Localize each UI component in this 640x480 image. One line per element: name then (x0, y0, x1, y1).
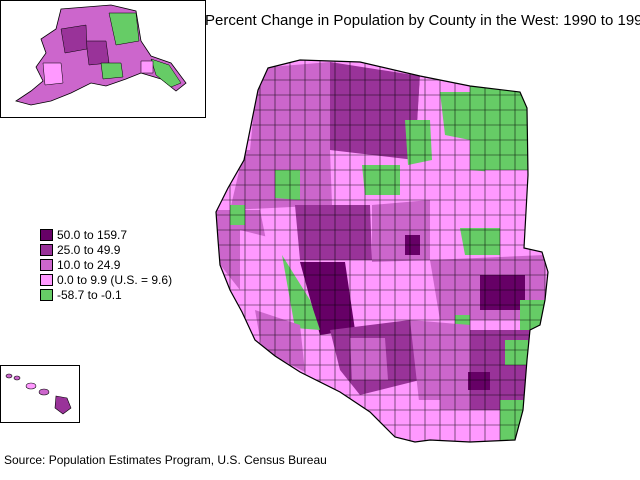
alaska-inset (0, 0, 206, 118)
legend-label: 25.0 to 49.9 (57, 243, 121, 257)
map-title: Percent Change in Population by County i… (205, 12, 640, 29)
legend-swatch (40, 244, 53, 256)
legend-label: -58.7 to -0.1 (57, 288, 122, 302)
legend-item: 25.0 to 49.9 (40, 243, 230, 258)
legend: 50.0 to 159.7 25.0 to 49.9 10.0 to 24.9 … (40, 228, 230, 303)
alaska-map (15, 4, 187, 106)
hawaii-map (5, 373, 72, 415)
legend-item: -58.7 to -0.1 (40, 288, 230, 303)
hawaii-inset (0, 365, 80, 423)
source-note: Source: Population Estimates Program, U.… (4, 453, 327, 467)
legend-item: 0.0 to 9.9 (U.S. = 9.6) (40, 273, 230, 288)
legend-swatch (40, 259, 53, 271)
legend-swatch (40, 289, 53, 301)
legend-label: 0.0 to 9.9 (U.S. = 9.6) (57, 273, 173, 287)
legend-item: 10.0 to 24.9 (40, 258, 230, 273)
legend-label: 10.0 to 24.9 (57, 258, 121, 272)
legend-swatch (40, 274, 53, 286)
legend-item: 50.0 to 159.7 (40, 228, 230, 243)
legend-swatch (40, 229, 53, 241)
legend-label: 50.0 to 159.7 (57, 228, 128, 242)
